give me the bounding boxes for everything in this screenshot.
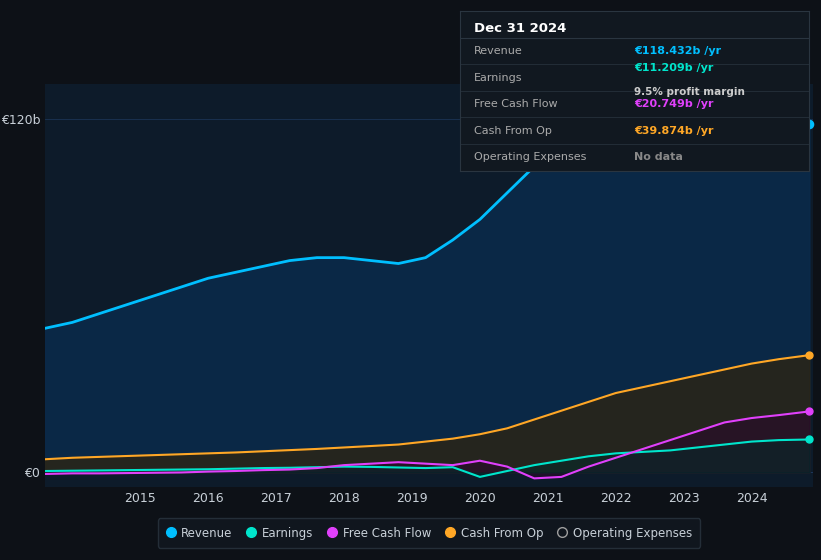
Text: Cash From Op: Cash From Op (474, 126, 552, 136)
Text: Operating Expenses: Operating Expenses (474, 152, 586, 162)
Point (803, 435, 816, 444)
Point (803, 351, 816, 360)
Text: 9.5% profit margin: 9.5% profit margin (635, 87, 745, 97)
Point (803, 119, 816, 128)
Text: €39.874b /yr: €39.874b /yr (635, 126, 713, 136)
Legend: Revenue, Earnings, Free Cash Flow, Cash From Op, Operating Expenses: Revenue, Earnings, Free Cash Flow, Cash … (158, 519, 700, 548)
Text: Revenue: Revenue (474, 46, 522, 56)
Text: Free Cash Flow: Free Cash Flow (474, 99, 557, 109)
Text: Dec 31 2024: Dec 31 2024 (474, 22, 566, 35)
Text: €20.749b /yr: €20.749b /yr (635, 99, 713, 109)
Text: No data: No data (635, 152, 683, 162)
Text: Earnings: Earnings (474, 72, 522, 82)
Text: €11.209b /yr: €11.209b /yr (635, 63, 713, 73)
Text: €118.432b /yr: €118.432b /yr (635, 46, 722, 56)
Point (803, 407, 816, 416)
